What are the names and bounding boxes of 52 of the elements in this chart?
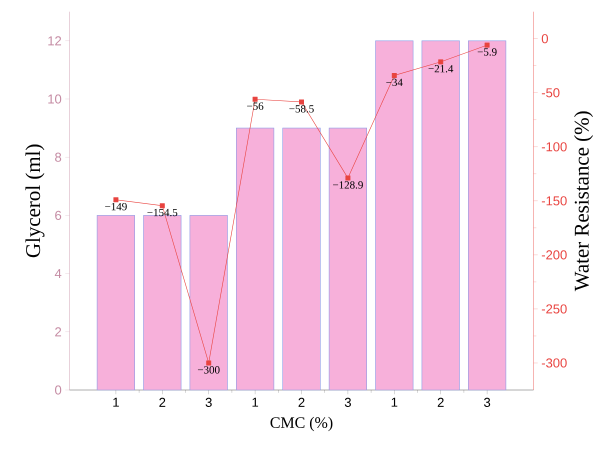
bar [422, 40, 460, 390]
data-label: −154.5 [147, 208, 178, 216]
data-label: −56 [247, 102, 264, 110]
y-tick-label: 4 [54, 269, 62, 278]
x-tick-label: 2 [159, 398, 166, 407]
y2-tick-label: 0 [542, 34, 548, 44]
x-tick-label: 1 [252, 398, 258, 407]
y2-tick-label: -150 [542, 196, 567, 206]
bar [468, 40, 506, 390]
bar [328, 128, 367, 390]
bar [190, 215, 228, 390]
point [206, 360, 212, 366]
data-label: −34 [386, 78, 403, 86]
y-tick-label: 2 [55, 327, 62, 336]
y-tick-label: 12 [48, 36, 62, 46]
point [252, 96, 258, 102]
y-tick-label: 6 [55, 210, 62, 220]
x-tick-label: 3 [484, 398, 490, 407]
bar [96, 215, 135, 390]
y-tick-label: 8 [55, 152, 62, 162]
x-tick-label: 1 [392, 398, 398, 407]
x-tick-label: 3 [344, 398, 351, 407]
data-label: −21.4 [428, 65, 454, 72]
data-label: −128.9 [333, 181, 363, 189]
bar [282, 128, 321, 390]
point [392, 72, 397, 78]
x-tick-label: 3 [206, 398, 212, 407]
y2-tick-label: -100 [542, 142, 567, 152]
point [299, 99, 304, 104]
x-axis-title: CMC (%) [270, 416, 332, 432]
data-label: −149 [105, 202, 127, 210]
y2-tick-label: -300 [542, 358, 567, 368]
x-tick-label: 2 [438, 398, 444, 407]
y-tick-label: 10 [48, 94, 62, 104]
bar [143, 215, 182, 390]
data-label: −300 [198, 366, 220, 374]
y2-tick-label: -50 [542, 88, 560, 98]
point [113, 197, 118, 202]
y2-axis-title: Water Resistance (%) [574, 111, 594, 292]
point [438, 59, 444, 64]
x-tick-label: 2 [298, 398, 304, 407]
y2-tick-label: -200 [542, 250, 567, 260]
bar [375, 40, 414, 390]
y-tick-label: 0 [55, 385, 62, 395]
y-axis-title: Glycerol (ml) [25, 144, 44, 258]
data-label: −5.9 [478, 48, 497, 56]
point [160, 203, 165, 208]
point [484, 42, 490, 48]
x-tick-label: 1 [113, 398, 119, 407]
point [345, 176, 350, 181]
y2-tick-label: -250 [542, 304, 567, 314]
bar [236, 128, 274, 390]
